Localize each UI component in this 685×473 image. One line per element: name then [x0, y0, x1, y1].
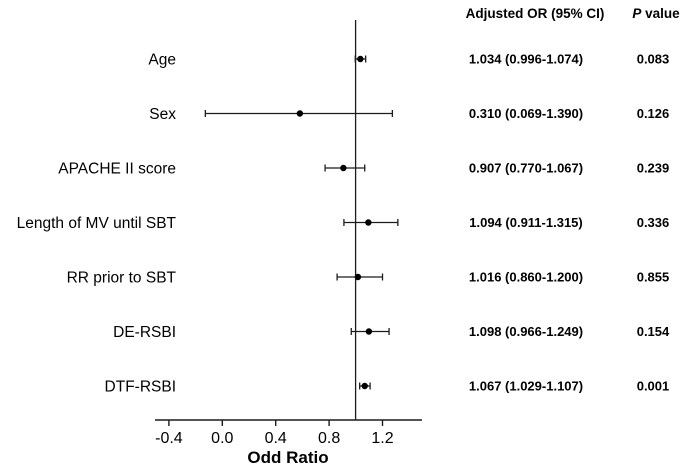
or-ci-value: 1.094 (0.911-1.315)	[469, 215, 582, 230]
forest-row: APACHE II score 0.907 (0.770-1.067) 0.239	[58, 161, 669, 178]
or-point	[365, 328, 373, 335]
row-label: APACHE II score	[58, 161, 176, 178]
p-column-header: P value	[632, 6, 680, 21]
row-label: DE-RSBI	[113, 324, 176, 341]
x-axis-title: Odd Ratio	[247, 448, 328, 467]
forest-row: DE-RSBI 1.098 (0.966-1.249) 0.154	[113, 324, 670, 341]
or-point	[361, 382, 368, 390]
p-value: 0.855	[637, 270, 670, 285]
p-value: 0.336	[637, 215, 670, 230]
forest-row: Age 1.034 (0.996-1.074) 0.083	[148, 52, 669, 69]
p-value: 0.154	[637, 324, 670, 339]
p-value: 0.001	[637, 379, 670, 394]
or-ci-value: 1.034 (0.996-1.074)	[469, 52, 583, 67]
row-label: Sex	[149, 106, 176, 123]
or-ci-value: 0.907 (0.770-1.067)	[469, 161, 583, 176]
plot-content: -0.4 0.0 0.4 0.8 1.2 Age 1.034 (0.996-1.074) 0.…	[17, 52, 670, 448]
or-point	[365, 219, 372, 226]
forest-row: Length of MV until SBT 1.094 (0.911-1.315…	[17, 215, 670, 232]
or-column-header: Adjusted OR (95% CI)	[466, 6, 605, 21]
or-point	[296, 110, 304, 117]
or-ci-value: 0.310 (0.069-1.390)	[469, 106, 583, 121]
p-value: 0.083	[637, 52, 670, 67]
or-ci-value: 1.098 (0.966-1.249)	[469, 324, 583, 339]
p-value: 0.239	[637, 161, 670, 176]
p-column-header-rest: value	[641, 6, 680, 21]
or-ci-value: 1.016 (0.860-1.200)	[469, 270, 583, 285]
or-point	[340, 164, 347, 172]
or-point	[357, 55, 364, 63]
x-tick-label: 0.4	[265, 430, 287, 447]
x-tick-label: -0.4	[155, 430, 183, 447]
p-column-header-italic: P	[632, 6, 642, 21]
forest-row: DTF-RSBI 1.067 (1.029-1.107) 0.001	[105, 379, 670, 396]
or-point	[354, 273, 362, 281]
or-ci-value: 1.067 (1.029-1.107)	[469, 379, 583, 394]
x-tick-label: 1.2	[371, 430, 393, 447]
row-label: Length of MV until SBT	[17, 215, 177, 232]
row-label: RR prior to SBT	[67, 270, 177, 287]
forest-row: Sex 0.310 (0.069-1.390) 0.126	[149, 106, 669, 123]
row-label: Age	[148, 52, 176, 69]
row-label: DTF-RSBI	[105, 379, 176, 396]
forest-row: RR prior to SBT 1.016 (0.860-1.200) 0.855	[67, 270, 670, 287]
x-tick-label: 0.8	[318, 430, 340, 447]
p-value: 0.126	[637, 106, 670, 121]
x-tick-label: 0.0	[211, 430, 233, 447]
